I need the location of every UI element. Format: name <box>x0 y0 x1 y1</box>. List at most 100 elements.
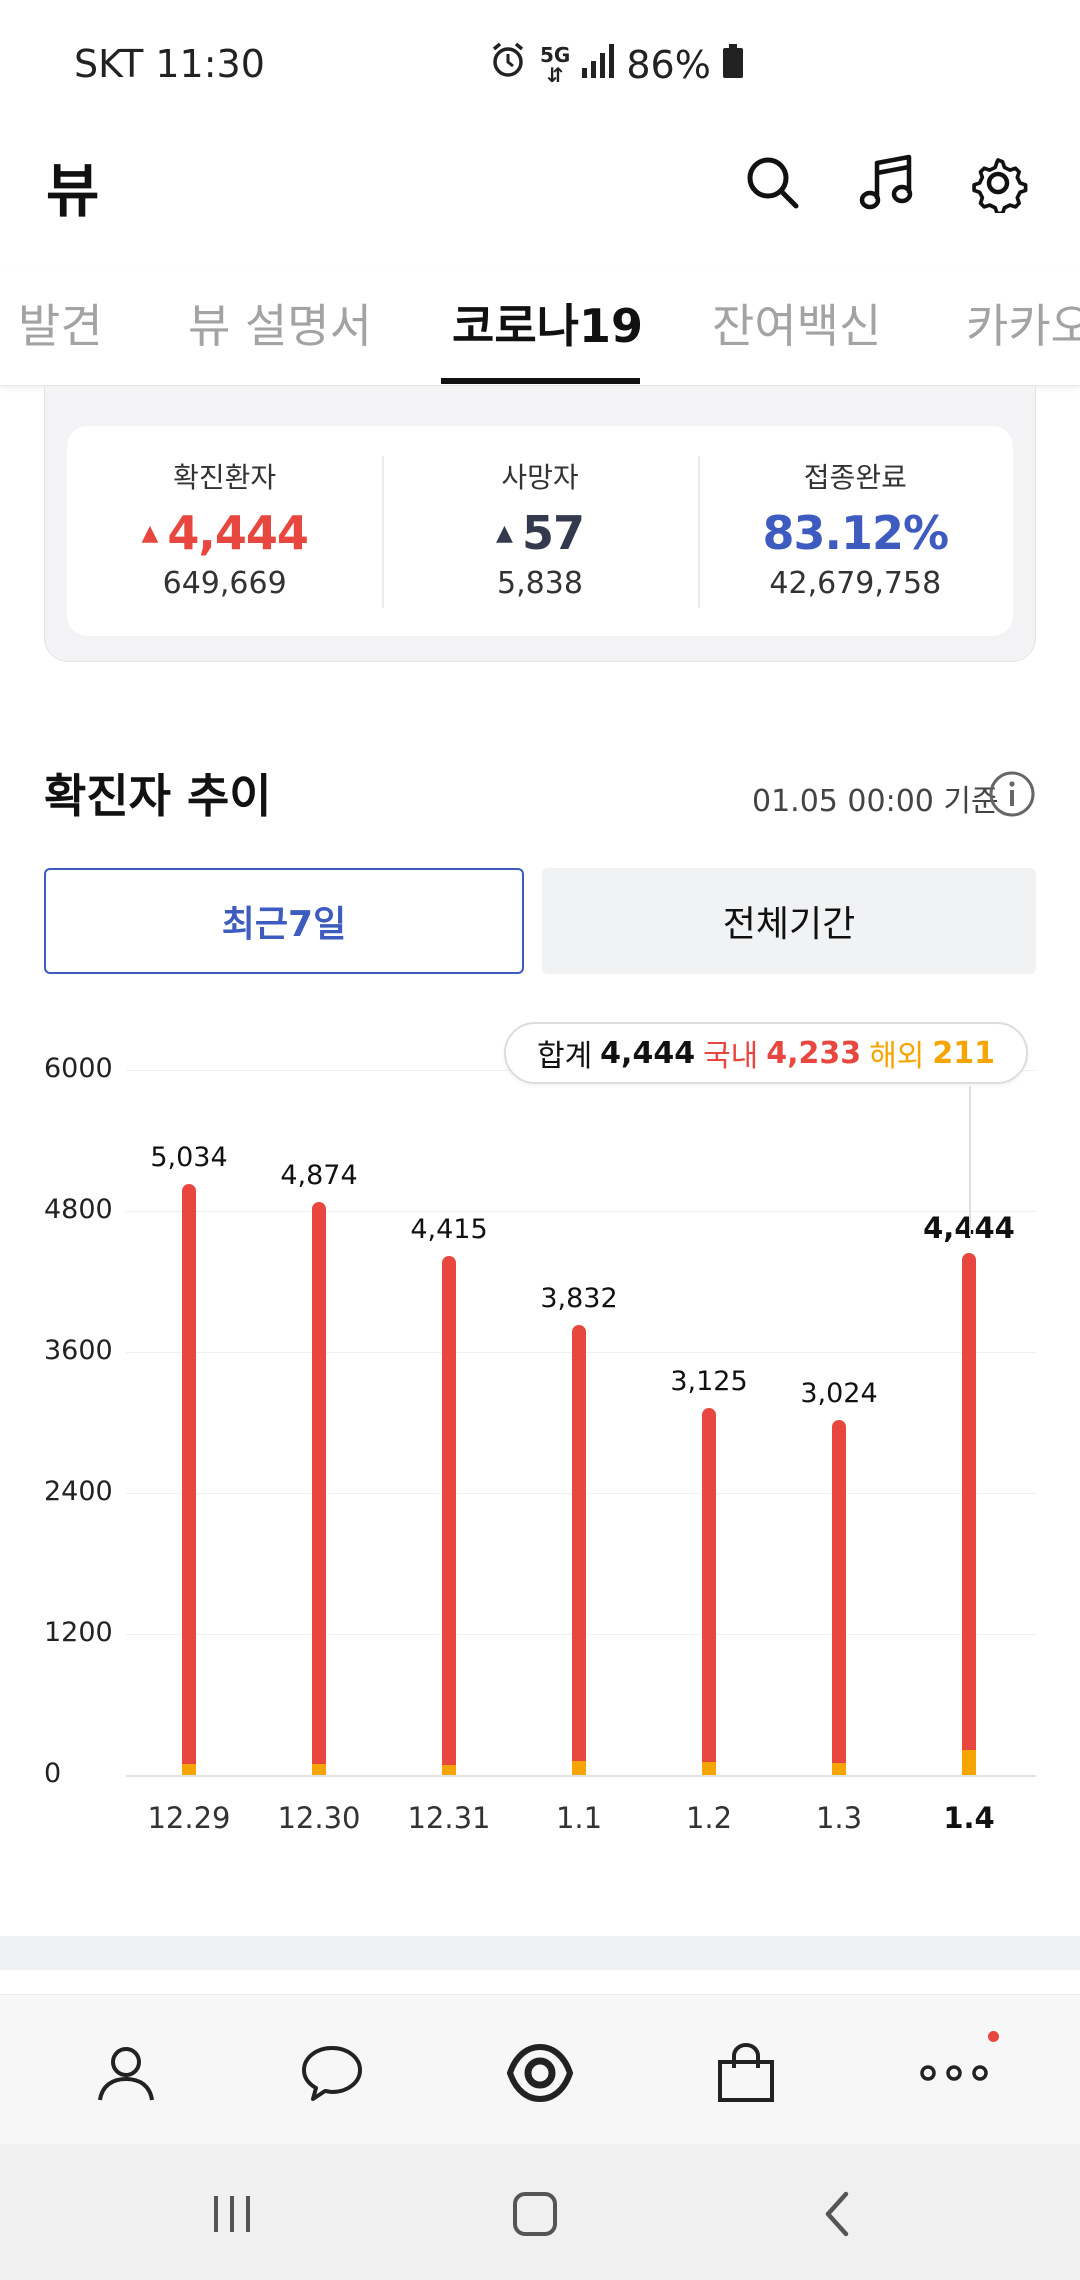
chart-bar[interactable] <box>702 1407 716 1775</box>
chat-icon <box>302 2046 362 2101</box>
tooltip-pointer-line <box>969 1086 971 1236</box>
stat-value: ▲ 57 <box>382 506 697 560</box>
chart-bar[interactable] <box>572 1324 586 1775</box>
status-icons: 5G ⇵ 86% <box>488 40 743 89</box>
stat-number: 83.12% <box>762 506 950 560</box>
stat-label: 확진환자 <box>173 461 277 494</box>
system-navigation <box>0 2144 1080 2280</box>
home-button[interactable] <box>505 2184 565 2244</box>
gear-icon <box>972 158 1028 213</box>
home-icon <box>513 2192 557 2236</box>
network-label: 5G <box>540 42 571 67</box>
tab-guide[interactable]: 뷰 설명서 <box>188 299 372 353</box>
tab-covid19[interactable]: 코로나19 <box>452 299 643 353</box>
bar-value-label: 4,874 <box>280 1160 358 1192</box>
shopping-icon <box>718 2042 774 2102</box>
settings-button[interactable] <box>963 148 1033 218</box>
app-header: 뷰 <box>0 130 1080 260</box>
stat-total: 649,669 <box>162 566 287 601</box>
tooltip-domestic-value: 4,233 <box>766 1035 862 1071</box>
tab-bar: 발견 뷰 설명서 코로나19 잔여백신 카카오 <box>0 270 1080 386</box>
x-tick-label: 12.30 <box>277 1801 361 1835</box>
x-tick-label: 1.4 <box>943 1801 995 1835</box>
stats-container: 확진환자 ▲ 4,444 649,669 사망자 ▲ 57 5,838 접종완료… <box>44 386 1036 662</box>
all-period-button[interactable]: 전체기간 <box>542 868 1036 974</box>
battery-icon <box>722 43 743 87</box>
bar-segment-domestic <box>962 1252 976 1775</box>
stat-value: ▲ 4,444 <box>67 506 382 560</box>
tab-kakao[interactable]: 카카오 <box>966 299 1080 353</box>
bar-segment-overseas <box>962 1750 976 1775</box>
music-button[interactable] <box>852 148 922 218</box>
stat-vaccinated: 접종완료 83.12% 42,679,758 <box>697 426 1013 636</box>
x-axis-line <box>126 1775 1036 1777</box>
up-arrow-icon: ▲ <box>496 520 513 546</box>
chart-bar[interactable] <box>442 1256 456 1775</box>
stat-number: 4,444 <box>167 506 309 560</box>
bar-value-label: 4,444 <box>923 1210 1015 1245</box>
notification-dot <box>988 2031 999 2042</box>
nav-friends[interactable] <box>86 2033 166 2113</box>
stat-confirmed: 확진환자 ▲ 4,444 649,669 <box>67 426 382 636</box>
bar-segment-overseas <box>442 1765 456 1775</box>
bar-segment-overseas <box>572 1760 586 1775</box>
back-button[interactable] <box>808 2184 868 2244</box>
bar-segment-domestic <box>442 1256 456 1775</box>
nav-chats[interactable] <box>292 2033 372 2113</box>
bar-segment-domestic <box>832 1419 846 1775</box>
section-title: 확진자 추이 <box>44 769 272 823</box>
recent-apps-button[interactable] <box>202 2184 262 2244</box>
bar-segment-domestic <box>182 1183 196 1775</box>
person-icon <box>98 2047 154 2101</box>
chart-bar[interactable] <box>312 1202 326 1775</box>
recent-7days-button[interactable]: 최근7일 <box>44 868 524 974</box>
bar-segment-domestic <box>312 1202 326 1775</box>
status-bar: SKT 11:30 5G ⇵ 86% <box>0 0 1080 130</box>
tooltip-total-value: 4,444 <box>600 1035 696 1071</box>
chart-bar[interactable] <box>182 1183 196 1775</box>
tooltip-overseas-label: 해외 <box>869 1039 925 1074</box>
battery-percent: 86% <box>626 42 711 87</box>
nav-shopping[interactable] <box>706 2033 786 2113</box>
gridline <box>126 1211 1036 1212</box>
bar-value-label: 5,034 <box>150 1141 228 1173</box>
page-title: 뷰 <box>46 157 100 225</box>
bar-segment-domestic <box>702 1407 716 1775</box>
nav-more[interactable] <box>914 2031 999 2113</box>
chart-bar[interactable] <box>962 1252 976 1775</box>
stat-label: 사망자 <box>501 461 579 494</box>
info-icon[interactable] <box>988 770 1036 818</box>
y-tick-label: 1200 <box>44 1617 113 1648</box>
x-tick-label: 1.2 <box>685 1801 733 1835</box>
section-divider <box>0 1936 1080 1970</box>
bar-segment-overseas <box>702 1762 716 1775</box>
chart-tooltip: 합계 4,444 국내 4,233 해외 211 <box>504 1022 1028 1084</box>
y-tick-label: 0 <box>44 1758 62 1789</box>
stats-card: 확진환자 ▲ 4,444 649,669 사망자 ▲ 57 5,838 접종완료… <box>67 426 1013 636</box>
search-button[interactable] <box>738 148 808 218</box>
up-arrow-icon: ▲ <box>141 520 158 546</box>
tooltip-domestic-label: 국내 <box>703 1039 759 1074</box>
bottom-navigation <box>0 1994 1080 2144</box>
network-5g-icon: 5G ⇵ <box>540 42 571 87</box>
search-icon <box>747 157 799 209</box>
stat-total: 5,838 <box>497 566 583 601</box>
stat-deaths: 사망자 ▲ 57 5,838 <box>382 426 697 636</box>
bar-segment-overseas <box>182 1764 196 1775</box>
bar-value-label: 4,415 <box>410 1214 488 1246</box>
active-tab-indicator <box>441 378 640 384</box>
recent-apps-icon <box>214 2196 250 2232</box>
bar-segment-domestic <box>572 1324 586 1775</box>
x-tick-label: 1.1 <box>555 1801 603 1835</box>
timestamp: 01.05 00:00 기준 <box>752 784 999 819</box>
bar-segment-overseas <box>312 1763 326 1775</box>
back-icon <box>825 2191 849 2237</box>
tooltip-overseas-value: 211 <box>932 1035 996 1071</box>
bar-value-label: 3,832 <box>540 1282 618 1314</box>
carrier-time: SKT 11:30 <box>74 42 265 86</box>
stat-number: 57 <box>521 506 585 560</box>
tab-discover[interactable]: 발견 <box>18 299 103 353</box>
tab-vaccine[interactable]: 잔여백신 <box>712 299 882 353</box>
nav-view[interactable] <box>500 2033 580 2113</box>
chart-bar[interactable] <box>832 1419 846 1775</box>
